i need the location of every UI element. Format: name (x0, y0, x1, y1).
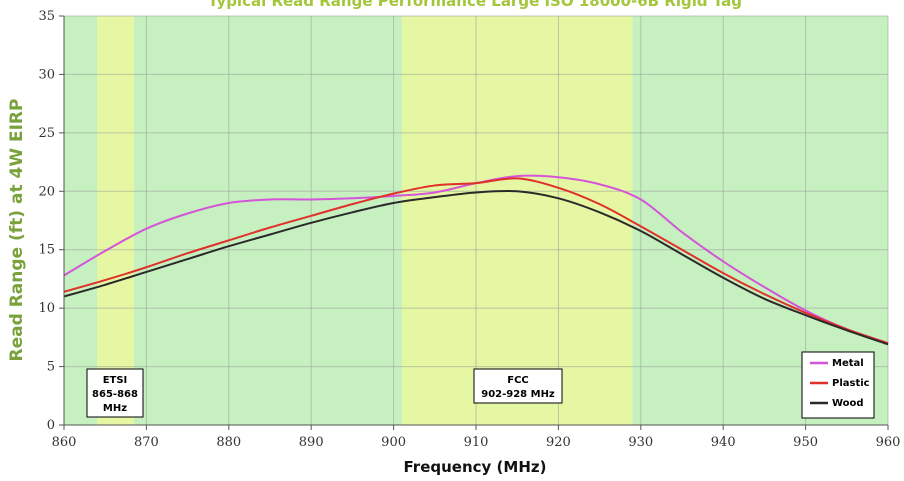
data-series (63, 174, 889, 346)
x-tick-label: 880 (216, 435, 241, 450)
y-tick-label: 0 (47, 418, 55, 433)
x-tick-label: 930 (628, 435, 653, 450)
x-tick-label: 890 (299, 435, 324, 450)
band-label-text: ETSI (103, 375, 128, 386)
x-tick-label: 940 (711, 435, 736, 450)
band-label-text: 902-928 MHz (481, 389, 555, 400)
band-label-text: 865-868 (92, 389, 138, 400)
band-label-boxes: ETSI 865-868 MHz FCC 902-928 MHz (86, 368, 563, 418)
legend: Metal Plastic Wood (801, 351, 875, 419)
band-label-box-1 (473, 368, 563, 404)
grid-lines (63, 15, 889, 426)
band-label-text: MHz (103, 403, 127, 414)
band-label-text: FCC (507, 375, 529, 386)
frequency-bands (96, 16, 633, 425)
y-tick-label: 15 (38, 243, 55, 258)
y-axis-label: Read Range (ft) at 4W EIRP (7, 99, 27, 362)
band-label-box-0 (86, 368, 144, 418)
y-tick-label: 30 (38, 67, 55, 82)
x-tick-label: 950 (793, 435, 818, 450)
legend-label-wood: Wood (832, 398, 864, 409)
series-line-wood (63, 189, 889, 346)
y-tick-label: 5 (47, 360, 55, 375)
x-axis-label: Frequency (MHz) (404, 458, 547, 476)
x-tick-label: 960 (876, 435, 901, 450)
band-region-0 (96, 16, 135, 425)
band-region-1 (401, 16, 633, 425)
legend-label-plastic: Plastic (832, 378, 870, 389)
legend-label-metal: Metal (832, 358, 864, 369)
y-tick-label: 35 (38, 9, 55, 24)
series-line-plastic (63, 177, 889, 345)
y-tick-label: 10 (38, 301, 55, 316)
x-tick-label: 870 (134, 435, 159, 450)
chart-title: Typical Read Range Performance Large ISO… (208, 0, 742, 10)
y-tick-label: 25 (38, 126, 55, 141)
x-tick-label: 910 (464, 435, 489, 450)
x-tick-label: 860 (52, 435, 77, 450)
x-tick-label: 900 (381, 435, 406, 450)
axes: 860 870 880 890 900 910 920 930 940 950 960 0 5 10 15 2… (38, 9, 900, 450)
x-tick-label: 920 (546, 435, 571, 450)
y-tick-label: 20 (38, 184, 55, 199)
